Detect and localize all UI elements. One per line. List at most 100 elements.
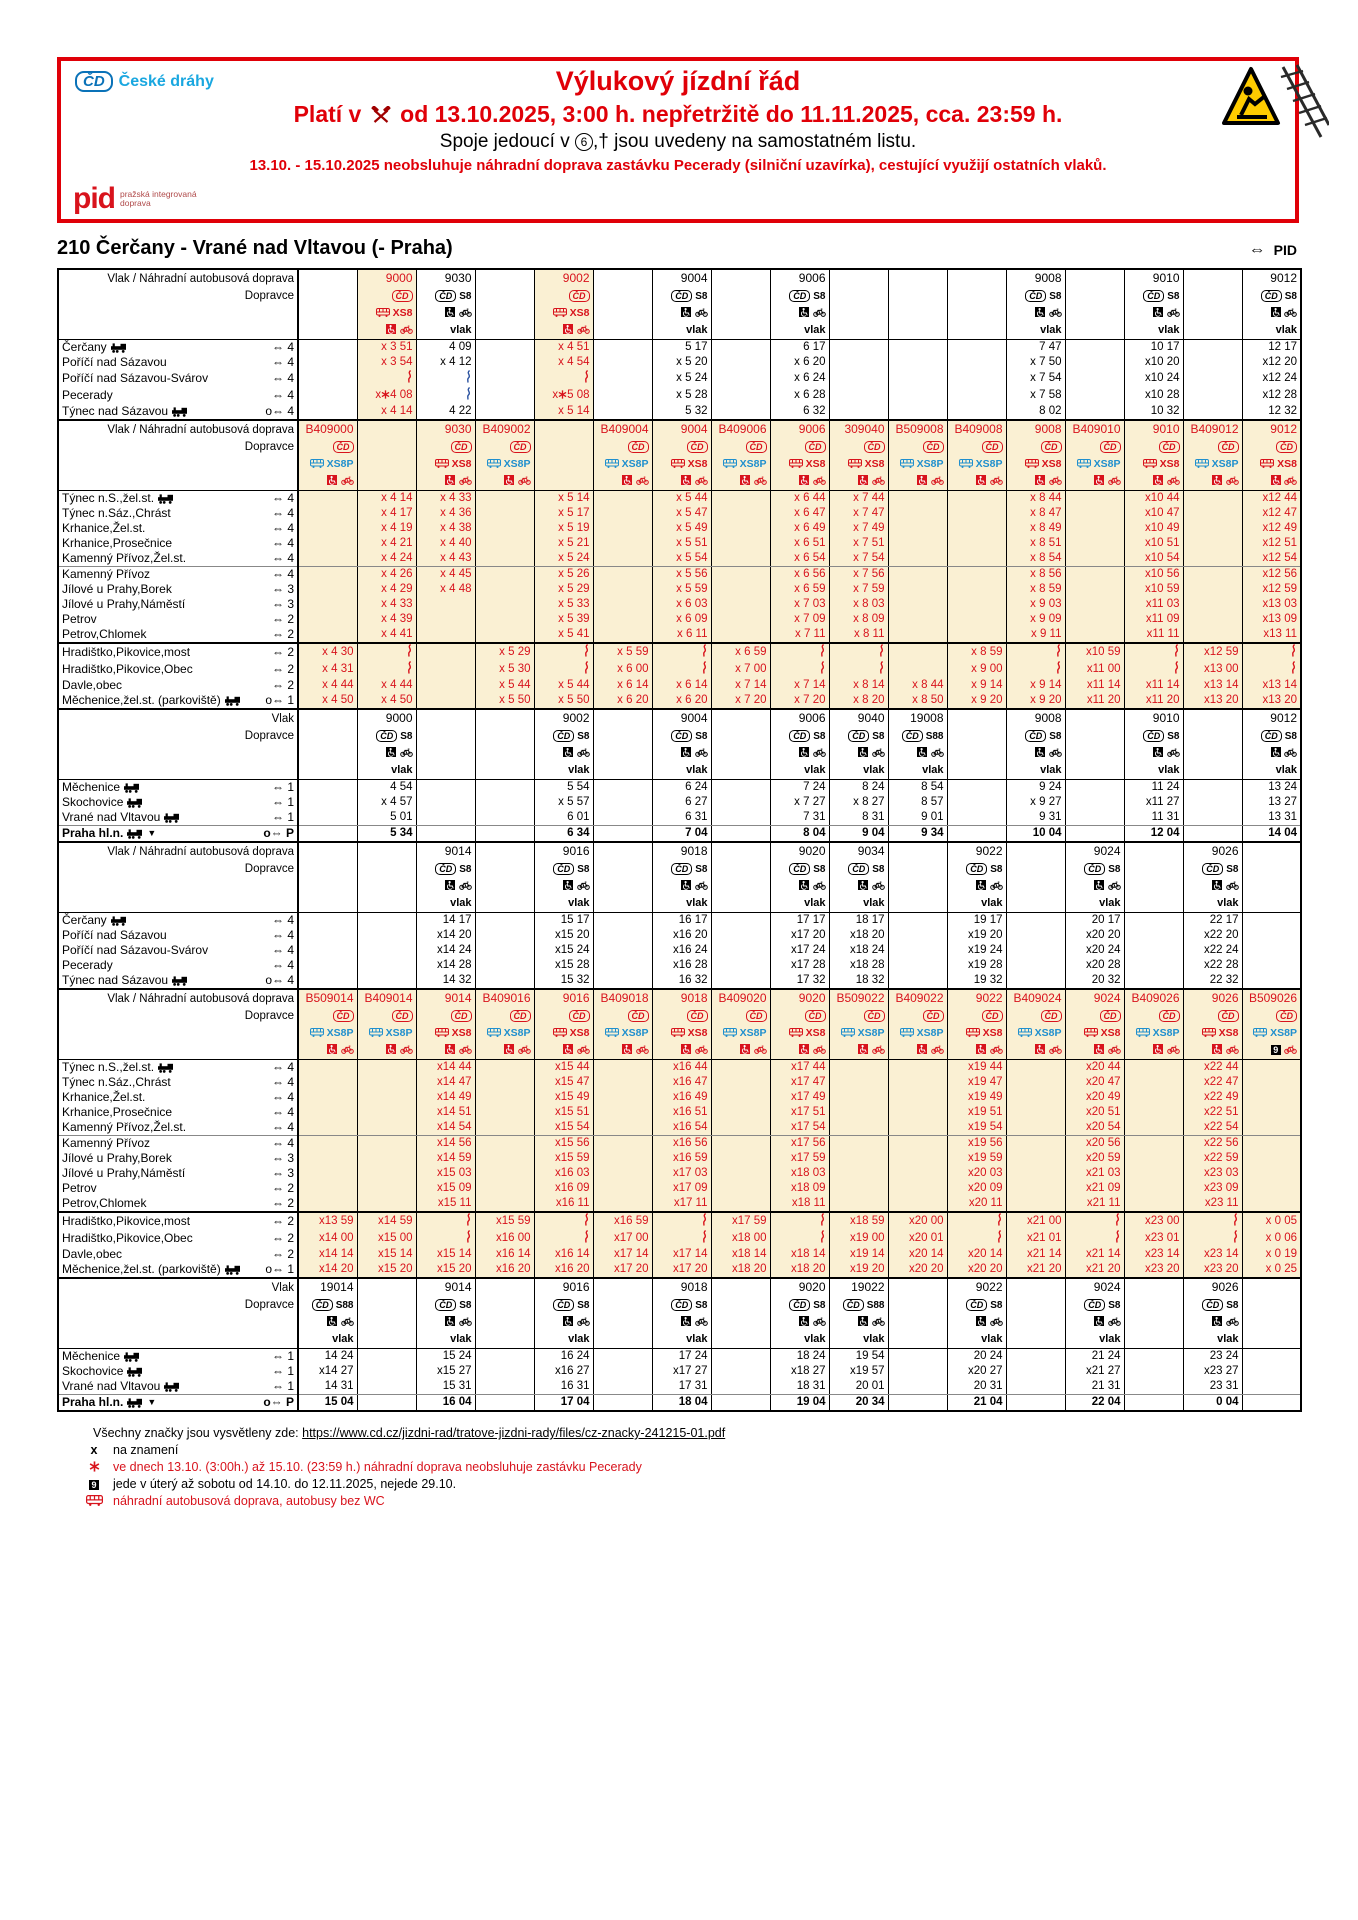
header-cell: B409004 (592, 420, 652, 439)
bicycle-icon (1284, 476, 1297, 485)
header-cell: XS8 (415, 456, 475, 473)
line-ref: S88 (335, 1300, 354, 1311)
wheelchair-icon (1212, 1044, 1223, 1054)
time-cell (1064, 521, 1124, 536)
station-name: Petrov (62, 612, 97, 626)
train-number: B409000 (305, 422, 354, 436)
header-cell: 9022 (946, 842, 1006, 861)
station-label: Týnec nad Sázavou o⇔ 4 (58, 973, 299, 989)
time-cell (1123, 1379, 1183, 1395)
train-number: 309040 (844, 422, 885, 436)
cd-operator-icon: ČD (1217, 441, 1239, 453)
time-cell: x16 47 (651, 1075, 711, 1090)
line-ref: S88 (925, 731, 944, 742)
vlak-tag: vlak (981, 897, 1003, 909)
time-cell: x16 20 (533, 1262, 593, 1278)
time-cell: x22 44 (1182, 1059, 1242, 1075)
header-cell (297, 305, 357, 322)
time-cell: x 8 49 (1005, 521, 1065, 536)
time-cell: x 8 54 (1005, 551, 1065, 567)
header-cell: XS8P (474, 456, 534, 473)
time-cell: x19 49 (946, 1090, 1006, 1105)
time-cell (356, 1059, 416, 1075)
wheelchair-icon (445, 1316, 456, 1326)
skip-wavy-icon (820, 1212, 824, 1226)
circled-six-icon: 6 (575, 133, 593, 151)
time-cell (1241, 1090, 1301, 1105)
station-name: Hradištko,Pikovice,most (62, 645, 191, 659)
header-cell: XS8 (1064, 1025, 1124, 1042)
header-cell: B409010 (1064, 420, 1124, 439)
train-number: 9016 (562, 991, 590, 1005)
wheelchair-icon (740, 1044, 751, 1054)
time-cell (887, 490, 947, 506)
time-cell: x 9 09 (1005, 612, 1065, 627)
header-cell: ČD S8 (1005, 288, 1065, 305)
time-cell: x19 51 (946, 1105, 1006, 1120)
time-cell (592, 825, 652, 842)
zone-label: o⇔ 1 (265, 693, 294, 707)
header-cell: 309040 (828, 420, 888, 439)
header-cell (1182, 1042, 1242, 1060)
bicycle-icon (340, 1045, 354, 1054)
header-cell (1064, 305, 1124, 322)
bicycle-icon (812, 881, 826, 890)
time-cell (1123, 661, 1183, 678)
station-label: Poříčí nad Sázavou-Svárov ⇔ 4 (58, 943, 299, 958)
station-name: Hradištko,Pikovice,most (62, 1214, 191, 1228)
time-cell (592, 1090, 652, 1105)
header-cell: vlak (1182, 895, 1242, 913)
header-cell (297, 861, 357, 878)
header-cell: ČD S88 (828, 1297, 888, 1314)
time-cell (474, 627, 534, 644)
header-cell (356, 1042, 416, 1060)
header-cell (533, 1042, 593, 1060)
time-cell: x 8 11 (828, 627, 888, 644)
header-cell: vlak (1005, 322, 1065, 340)
wheelchair-icon (681, 307, 692, 317)
time-cell (592, 1135, 652, 1151)
train-number: 9022 (975, 844, 1003, 858)
header-cell (356, 322, 416, 340)
header-cell: vlak (533, 895, 593, 913)
header-cell (1005, 861, 1065, 878)
time-cell (592, 1105, 652, 1120)
time-cell: x 8 09 (828, 612, 888, 627)
cd-operator-icon: ČD (332, 441, 354, 453)
time-cell: x 6 09 (651, 612, 711, 627)
line-ref: S8 (695, 291, 708, 302)
legend-link[interactable]: https://www.cd.cz/jizdni-rad/tratove-jiz… (302, 1426, 726, 1440)
header-cell: ČD S8 (415, 288, 475, 305)
station-name: Skochovice (62, 1364, 124, 1378)
time-cell: 6 24 (651, 779, 711, 795)
time-cell: 11 31 (1123, 810, 1183, 826)
time-cell (1064, 1230, 1124, 1247)
time-cell: x15 59 (474, 1212, 534, 1230)
zone-label: ⇔ 4 (271, 567, 294, 581)
train-number: 9006 (798, 422, 826, 436)
header-cell (1241, 895, 1301, 913)
time-cell (1123, 958, 1183, 973)
wheelchair-icon (681, 1316, 692, 1326)
train-number: 9012 (1270, 271, 1297, 285)
time-cell (474, 810, 534, 826)
header-cell: vlak (1064, 1331, 1124, 1349)
station-label: Týnec n.Sáz.,Chrást ⇔ 4 (58, 506, 299, 521)
time-cell (1182, 825, 1242, 842)
bicycle-icon (1166, 748, 1180, 757)
station-name: Jílové u Prahy,Borek (62, 582, 172, 596)
skip-wavy-icon (1056, 661, 1060, 674)
header-cell: ČD S8 (1123, 728, 1183, 745)
time-cell (474, 612, 534, 627)
time-cell: 16 32 (651, 973, 711, 989)
time-cell (710, 1059, 770, 1075)
train-icon (127, 828, 143, 839)
header-cell (887, 878, 947, 895)
zone-label: ⇔ 4 (271, 340, 294, 354)
time-cell: 17 32 (769, 973, 829, 989)
header-cell (1182, 762, 1242, 780)
time-cell: 9 31 (1005, 810, 1065, 826)
